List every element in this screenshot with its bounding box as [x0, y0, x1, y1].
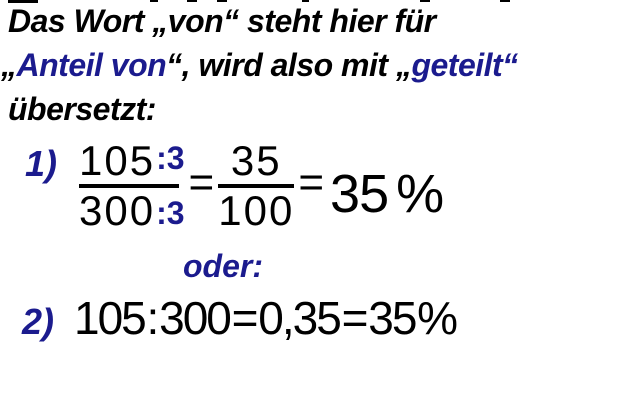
- heading-line-2: „Anteil von“, wird also mit „geteilt“: [1, 43, 518, 87]
- method-2-equation: 2) 105 : 300 = 0,35 = 35 %: [22, 292, 458, 344]
- cropped-text-artifact: [150, 0, 158, 2]
- fraction-35-100: 35 100: [218, 140, 295, 232]
- cropped-text-artifact: [420, 0, 430, 2]
- fraction-bar: [79, 184, 180, 188]
- highlight-geteilt: geteilt: [411, 47, 503, 83]
- cropped-text-artifact: [302, 0, 309, 2]
- method-2-expression: 105 : 300 = 0,35 = 35 %: [74, 292, 458, 344]
- equals-sign: =: [188, 158, 215, 207]
- numerator-value: 35: [230, 137, 282, 184]
- denominator-divisor-annotation: :3: [156, 195, 185, 231]
- equals-sign: =: [298, 158, 325, 207]
- numerator-value: 105: [79, 137, 156, 184]
- denominator-value: 100: [218, 187, 295, 234]
- denominator-value: 300: [79, 187, 156, 234]
- method-1-result: 35 %: [330, 164, 444, 224]
- fraction-105-300: 105:3 300:3: [79, 140, 185, 232]
- method-2-label: 2): [22, 301, 55, 342]
- cropped-text-artifact: [217, 0, 227, 2]
- heading: Das Wort „von“ steht hier für „Anteil vo…: [1, 0, 518, 131]
- cropped-text-artifact: [500, 0, 510, 2]
- close-quote: “: [502, 47, 518, 83]
- heading-line-1: Das Wort „von“ steht hier für: [8, 3, 436, 39]
- heading-line-3: übersetzt:: [8, 91, 156, 127]
- fraction-bar: [218, 184, 295, 188]
- fraction-denominator-row: 100: [218, 190, 294, 232]
- fraction-numerator-row: 105:3: [79, 140, 185, 182]
- method-1-label: 1): [25, 143, 58, 184]
- highlight-anteil-von: Anteil von: [16, 47, 167, 83]
- cropped-text-artifact: [187, 0, 197, 2]
- connector-oder: oder:: [183, 248, 263, 284]
- fraction-denominator-row: 300:3: [79, 190, 185, 232]
- heading-line-2-middle: “, wird also mit „: [166, 47, 412, 83]
- open-quote: „: [1, 47, 17, 83]
- numerator-divisor-annotation: :3: [156, 140, 185, 176]
- method-1-equation: 1) 105:3 300:3 = 35 100 = 35 %: [25, 138, 444, 234]
- fraction-numerator-row: 35: [231, 140, 282, 182]
- cropped-text-artifact: [8, 0, 38, 3]
